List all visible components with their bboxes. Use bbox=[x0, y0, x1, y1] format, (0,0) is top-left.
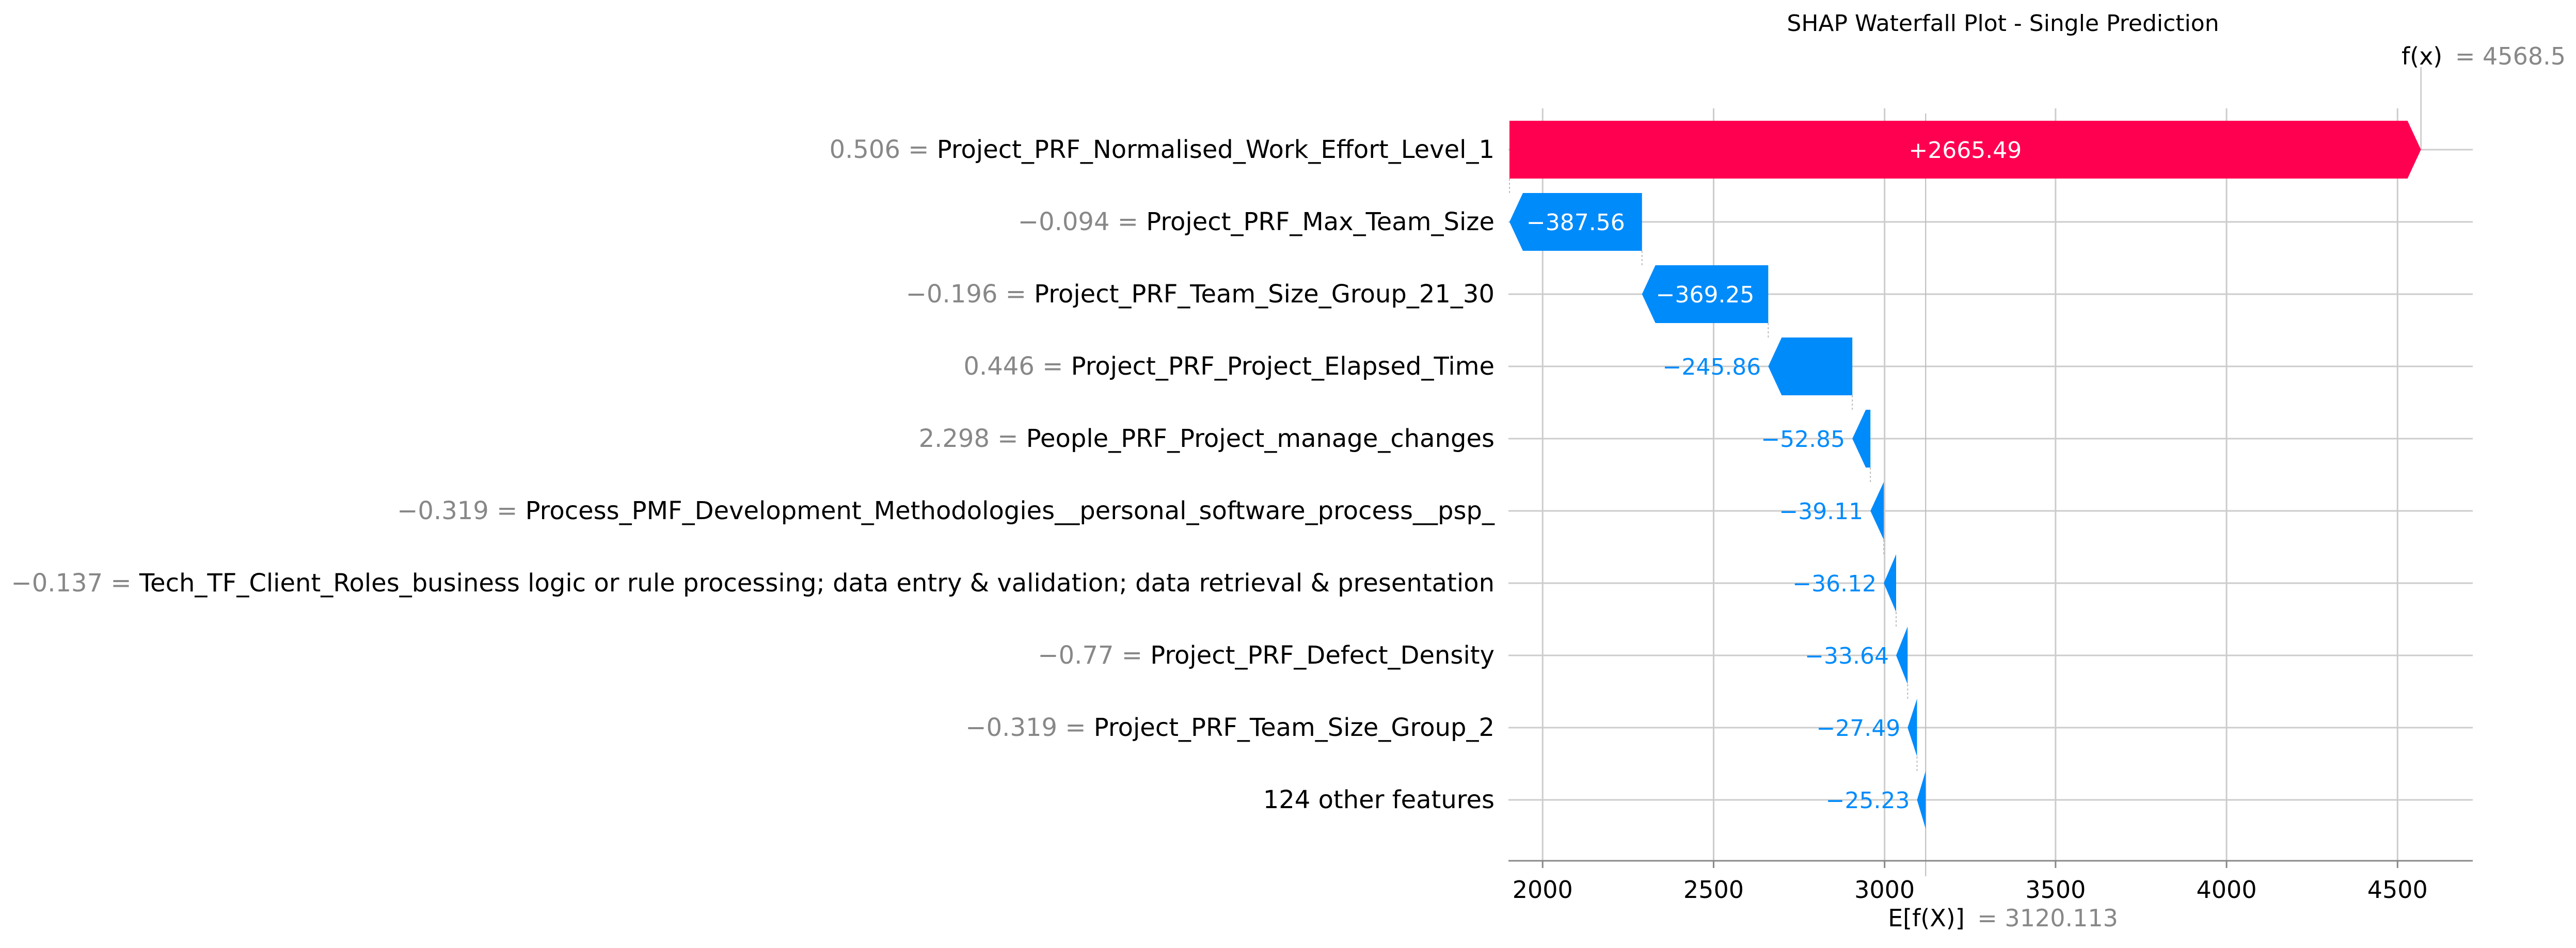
svg-text:E[f(X)] = 3120.113: E[f(X)] = 3120.113 bbox=[1888, 904, 2118, 932]
feature-value: −0.137 = bbox=[11, 569, 139, 598]
feature-value: −0.196 = bbox=[906, 280, 1034, 309]
grid-layer bbox=[1508, 67, 2473, 876]
chart-title: SHAP Waterfall Plot - Single Prediction bbox=[1787, 10, 2219, 37]
feature-label: 0.446 = Project_PRF_Project_Elapsed_Time bbox=[963, 352, 1494, 381]
negative-bar bbox=[1768, 338, 1853, 395]
feature-value: −0.319 = bbox=[965, 713, 1093, 742]
negative-bar bbox=[1852, 410, 1871, 468]
negative-bar bbox=[1884, 554, 1897, 612]
bar-value-label: −369.25 bbox=[1656, 282, 1755, 308]
feature-label: 0.506 = Project_PRF_Normalised_Work_Effo… bbox=[830, 135, 1494, 164]
negative-bar bbox=[1509, 193, 1642, 251]
feature-value: −0.094 = bbox=[1018, 207, 1146, 236]
output-label: f(x) bbox=[2402, 42, 2442, 70]
x-tick-label: 4500 bbox=[2367, 876, 2428, 904]
negative-bar bbox=[1917, 771, 1926, 829]
feature-name: Project_PRF_Team_Size_Group_2 bbox=[1094, 713, 1494, 742]
feature-name: Project_PRF_Defect_Density bbox=[1150, 641, 1494, 670]
bar-value-label: −39.11 bbox=[1779, 499, 1863, 525]
feature-value: −0.319 = bbox=[397, 496, 525, 525]
feature-label: −0.196 = Project_PRF_Team_Size_Group_21_… bbox=[906, 280, 1494, 309]
bar-value-label: −25.23 bbox=[1826, 788, 1910, 814]
feature-label: −0.094 = Project_PRF_Max_Team_Size bbox=[1018, 207, 1494, 236]
base-value-text: = 3120.113 bbox=[1977, 904, 2118, 932]
base-label: E[f(X)] bbox=[1888, 904, 1965, 932]
bar-value-label: −52.85 bbox=[1761, 426, 1845, 453]
feature-label: 124 other features bbox=[1263, 785, 1494, 814]
feature-name: Tech_TF_Client_Roles_business logic or r… bbox=[139, 569, 1494, 598]
negative-bar bbox=[1896, 626, 1908, 684]
feature-value: 0.446 = bbox=[963, 352, 1071, 381]
bar-value-label: −27.49 bbox=[1816, 715, 1900, 742]
output-value-text: = 4568.5 bbox=[2455, 42, 2566, 70]
svg-text:f(x) = 4568.5: f(x) = 4568.5 bbox=[2402, 42, 2566, 70]
bar-value-label: −245.86 bbox=[1662, 354, 1761, 380]
feature-value: 2.298 = bbox=[919, 424, 1026, 453]
feature-label: −0.319 = Project_PRF_Team_Size_Group_2 bbox=[965, 713, 1494, 742]
base-value-label: E[f(X)] = 3120.113 bbox=[1888, 904, 2118, 932]
negative-bar bbox=[1642, 265, 1769, 323]
bar-value-label: −387.56 bbox=[1526, 210, 1625, 236]
feature-name: Project_PRF_Normalised_Work_Effort_Level… bbox=[937, 135, 1494, 164]
feature-value: −0.77 = bbox=[1038, 641, 1150, 670]
x-tick-label: 3000 bbox=[1854, 876, 1915, 904]
feature-name: Project_PRF_Max_Team_Size bbox=[1146, 207, 1494, 236]
x-tick-label: 4000 bbox=[2197, 876, 2257, 904]
bar-value-label: −33.64 bbox=[1805, 643, 1889, 669]
feature-label: −0.77 = Project_PRF_Defect_Density bbox=[1038, 641, 1494, 670]
bar-value-label: −36.12 bbox=[1792, 571, 1877, 597]
negative-bar bbox=[1870, 482, 1884, 540]
x-tick-label: 2000 bbox=[1513, 876, 1573, 904]
x-axis: 2000 2500 3000 3500 4000 4500 bbox=[1508, 860, 2473, 904]
feature-name: People_PRF_Project_manage_changes bbox=[1026, 424, 1494, 453]
feature-name: Project_PRF_Team_Size_Group_21_30 bbox=[1034, 280, 1494, 309]
x-tick-label: 3500 bbox=[2025, 876, 2086, 904]
negative-bar bbox=[1907, 699, 1917, 757]
feature-label: −0.319 = Process_PMF_Development_Methodo… bbox=[397, 496, 1495, 525]
feature-name: Process_PMF_Development_Methodologies__p… bbox=[526, 496, 1495, 525]
feature-name: Project_PRF_Project_Elapsed_Time bbox=[1071, 352, 1494, 381]
bars-layer bbox=[1508, 121, 2421, 829]
bar-value-label: +2665.49 bbox=[1909, 137, 2022, 164]
positive-bar bbox=[1509, 121, 2421, 179]
feature-label: 2.298 = People_PRF_Project_manage_change… bbox=[919, 424, 1494, 453]
feature-name: 124 other features bbox=[1263, 785, 1494, 814]
feature-label: −0.137 = Tech_TF_Client_Roles_business l… bbox=[11, 569, 1495, 598]
labels-layer: +2665.49 0.506 = Project_PRF_Normalised_W… bbox=[11, 135, 2022, 814]
output-value-label: f(x) = 4568.5 bbox=[2402, 42, 2566, 70]
x-tick-label: 2500 bbox=[1683, 876, 1744, 904]
feature-value: 0.506 = bbox=[830, 135, 937, 164]
